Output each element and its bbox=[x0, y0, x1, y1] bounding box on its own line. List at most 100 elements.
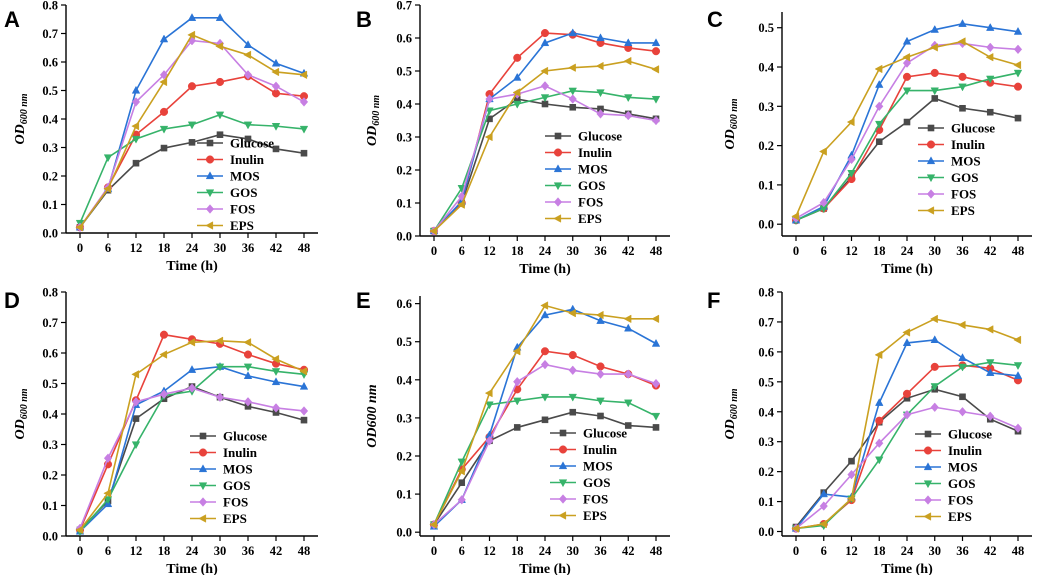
y-tick-label: 0.8 bbox=[42, 0, 58, 13]
x-tick-label: 0 bbox=[431, 544, 437, 558]
y-tick-label: 0.0 bbox=[758, 525, 774, 539]
x-tick-label: 36 bbox=[594, 244, 607, 258]
data-point bbox=[215, 392, 225, 402]
data-point bbox=[931, 95, 939, 102]
legend-label: EPS bbox=[230, 218, 254, 233]
data-point bbox=[986, 108, 994, 116]
data-point bbox=[243, 363, 253, 372]
legend-marker bbox=[198, 464, 208, 473]
legend-label: Glucose bbox=[948, 427, 992, 442]
y-axis-label: OD600 nm bbox=[13, 388, 30, 439]
panel-letter: F bbox=[707, 288, 720, 313]
legend-label: MOS bbox=[951, 154, 981, 169]
y-tick-label: 0.1 bbox=[396, 197, 412, 211]
y-tick-label: 0.2 bbox=[396, 450, 412, 464]
legend-label: Inulin bbox=[230, 152, 265, 167]
data-point bbox=[1013, 82, 1023, 91]
data-point bbox=[243, 371, 253, 379]
panel-f: F 0 6 12 18 24 30 36 42 48 0.0 0.1 0.2 0.3 0.4 0.5 0.6 0.… bbox=[707, 286, 1032, 575]
series-glucose bbox=[792, 386, 1022, 531]
legend-label: GOS bbox=[578, 178, 605, 193]
legend-marker bbox=[554, 132, 562, 140]
data-point bbox=[103, 184, 112, 194]
series-line bbox=[79, 385, 305, 531]
data-point bbox=[540, 393, 550, 402]
y-axis-label-main: OD bbox=[723, 129, 738, 149]
data-point bbox=[1013, 371, 1023, 379]
data-point bbox=[187, 383, 197, 393]
data-point bbox=[569, 408, 577, 416]
data-point bbox=[1013, 423, 1023, 433]
y-axis-label-main: OD bbox=[13, 124, 28, 144]
y-tick-label: 0.3 bbox=[42, 141, 58, 155]
series-eps bbox=[429, 56, 660, 236]
y-tick-label: 0.2 bbox=[396, 164, 412, 178]
y-tick-label: 0.5 bbox=[42, 377, 58, 391]
y-tick-label: 0.7 bbox=[42, 316, 58, 330]
x-tick-label: 18 bbox=[873, 544, 886, 558]
legend-label: MOS bbox=[578, 162, 608, 177]
data-point bbox=[651, 338, 661, 347]
x-tick-label: 48 bbox=[1012, 244, 1025, 258]
x-tick-label: 36 bbox=[242, 544, 255, 558]
legend-marker bbox=[927, 124, 935, 132]
y-tick-label: 0.2 bbox=[758, 465, 774, 479]
data-point bbox=[132, 415, 140, 422]
data-point bbox=[513, 72, 522, 81]
data-point bbox=[299, 97, 309, 107]
x-tick-label: 24 bbox=[186, 241, 199, 255]
legend-marker bbox=[198, 497, 208, 507]
data-point bbox=[568, 63, 576, 72]
series-line bbox=[433, 396, 657, 525]
data-point bbox=[215, 13, 225, 21]
data-point bbox=[300, 416, 308, 424]
data-point bbox=[875, 101, 884, 112]
legend-marker bbox=[926, 156, 936, 165]
series-fos bbox=[75, 35, 309, 233]
data-point bbox=[930, 314, 938, 324]
x-tick-label: 42 bbox=[622, 244, 635, 258]
data-point bbox=[244, 135, 252, 143]
data-point bbox=[429, 520, 438, 529]
panel-letter: B bbox=[356, 7, 372, 32]
data-point bbox=[624, 110, 633, 121]
data-point bbox=[131, 370, 140, 379]
x-axis-label: Time (h) bbox=[881, 262, 933, 277]
data-point bbox=[848, 457, 855, 465]
data-point bbox=[986, 75, 995, 84]
series-line bbox=[79, 33, 305, 228]
data-point bbox=[847, 469, 856, 480]
legend-marker bbox=[923, 512, 932, 521]
data-point bbox=[595, 61, 604, 71]
data-point bbox=[512, 347, 521, 356]
data-point bbox=[624, 323, 633, 332]
series-gos bbox=[429, 87, 661, 236]
series-line bbox=[433, 98, 657, 232]
legend-label: GOS bbox=[951, 170, 978, 185]
data-point bbox=[568, 87, 577, 96]
y-tick-label: 0.6 bbox=[758, 345, 774, 359]
series-line bbox=[433, 363, 657, 526]
x-tick-label: 12 bbox=[845, 544, 858, 558]
data-point bbox=[874, 350, 883, 360]
data-point bbox=[159, 34, 169, 43]
legend-marker bbox=[553, 164, 563, 173]
legend-label: EPS bbox=[951, 203, 975, 218]
y-axis-label: OD600 nm bbox=[365, 95, 382, 146]
y-axis-label-subscript: 600 nm bbox=[729, 388, 740, 419]
data-point bbox=[271, 377, 281, 386]
legend-label: Inulin bbox=[578, 145, 613, 160]
data-point bbox=[596, 369, 605, 379]
x-tick-label: 12 bbox=[130, 544, 143, 558]
series-glucose bbox=[430, 408, 660, 528]
legend-label: MOS bbox=[583, 459, 613, 474]
data-point bbox=[875, 456, 884, 465]
data-point bbox=[271, 368, 281, 377]
x-tick-label: 6 bbox=[105, 241, 111, 255]
x-tick-label: 0 bbox=[77, 241, 83, 255]
data-point bbox=[159, 389, 169, 399]
data-point bbox=[513, 53, 522, 62]
legend-marker bbox=[206, 139, 214, 147]
